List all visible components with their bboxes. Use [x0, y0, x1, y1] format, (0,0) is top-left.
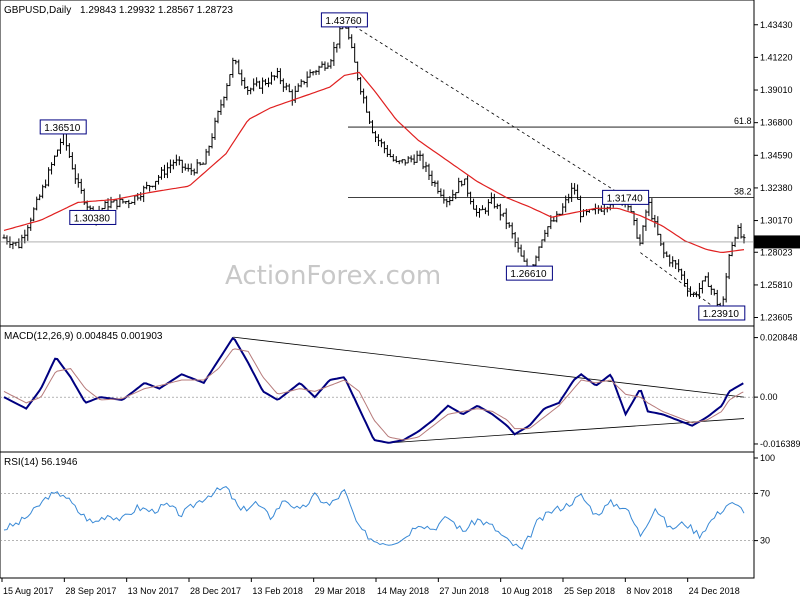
- rsi-y-tick-label: 30: [760, 536, 770, 546]
- macd-series: [3, 336, 744, 444]
- price-callout-box: [698, 305, 746, 321]
- rsi-pane: RSI(14) 56.1946 100 70 30: [0, 451, 775, 579]
- price-y-tick-label: 1.30170: [760, 216, 793, 226]
- last-price-box: [754, 235, 800, 249]
- macd-y-tick-label: 0.00: [760, 392, 778, 402]
- price-callout-label: 1.36510: [44, 123, 81, 134]
- price-callout-label: 1.31740: [607, 193, 644, 204]
- x-tick-label: 25 Sep 2018: [564, 586, 615, 596]
- fib-level-label: 61.8: [734, 116, 752, 126]
- x-tick-label: 8 Nov 2018: [626, 586, 672, 596]
- x-tick-label: 28 Dec 2017: [190, 586, 241, 596]
- moving-average-line: [3, 71, 745, 254]
- watermark: ActionForex.com: [225, 261, 441, 291]
- price-trendline: [344, 19, 626, 198]
- price-y-tick-label: 1.41220: [760, 52, 793, 62]
- symbol-header: GBPUSD,Daily: [4, 5, 71, 16]
- x-axis: 15 Aug 2017 28 Sep 2017 13 Nov 2017 28 Dec …: [1, 578, 740, 596]
- ohlc-header: 1.29843 1.29932 1.28567 1.28723: [80, 5, 233, 16]
- price-pane: ActionForex.com GBPUSD,Daily 1.29843 1.2…: [0, 0, 800, 327]
- price-y-tick-label: 1.28023: [760, 247, 793, 257]
- x-tick-label: 13 Feb 2018: [252, 586, 303, 596]
- x-tick-label: 15 Aug 2017: [3, 586, 54, 596]
- price-callout-box: [69, 209, 117, 225]
- last-price-label: 1.28723: [758, 237, 791, 247]
- x-tick-label: 14 May 2018: [377, 586, 429, 596]
- macd-trendline: [233, 336, 745, 398]
- x-tick-label: 29 Mar 2018: [315, 586, 366, 596]
- price-y-tick-label: 1.32380: [760, 183, 793, 193]
- x-tick-label: 10 Aug 2018: [502, 586, 553, 596]
- price-callout-label: 1.23910: [703, 309, 740, 320]
- last-price-marker: 1.28723: [0, 235, 800, 249]
- rsi-series: [3, 486, 745, 550]
- macd-y-tick-label: 0.020848: [760, 333, 798, 343]
- macd-header: MACD(12,26,9) 0.004845 0.001903: [4, 331, 163, 342]
- price-callout-box: [602, 189, 650, 205]
- x-tick-label: 24 Dec 2018: [689, 586, 740, 596]
- x-tick-label: 28 Sep 2017: [65, 586, 116, 596]
- x-tick-label: 27 Jun 2018: [439, 586, 489, 596]
- price-trendline: [640, 252, 723, 314]
- x-tick-label: 13 Nov 2017: [128, 586, 179, 596]
- price-bars: [2, 19, 746, 311]
- fib-levels: 61.8 38.2: [348, 116, 754, 198]
- price-y-tick-label: 1.25810: [760, 280, 793, 290]
- price-y-tick-label: 1.34590: [760, 150, 793, 160]
- price-trendlines: [344, 19, 723, 314]
- price-callout-box: [505, 265, 553, 281]
- fib-level-label: 38.2: [734, 186, 752, 196]
- price-callout-label: 1.26610: [510, 269, 547, 280]
- macd-y-tick-label: -0.016389: [760, 439, 800, 449]
- price-callout-box: [320, 12, 368, 28]
- price-callout-label: 1.30380: [74, 213, 111, 224]
- price-y-tick-label: 1.23605: [760, 312, 793, 322]
- price-callout-box: [39, 119, 87, 135]
- rsi-y-axis: 100 70 30: [0, 453, 775, 546]
- rsi-pane-frame: [0, 451, 755, 579]
- price-y-tick-label: 1.39010: [760, 85, 793, 95]
- price-y-tick-label: 1.36800: [760, 118, 793, 128]
- price-callout-label: 1.43760: [325, 16, 362, 27]
- rsi-y-tick-label: 100: [760, 453, 775, 463]
- rsi-header: RSI(14) 56.1946: [4, 457, 78, 468]
- rsi-y-tick-label: 70: [760, 488, 770, 498]
- price-y-tick-label: 1.43430: [760, 20, 793, 30]
- macd-signal-line: [3, 348, 744, 441]
- price-callouts: 1.36510 1.30380 1.43760 1.26610 1.31740 1.239…: [39, 12, 746, 321]
- price-y-axis: 1.43430 1.41220 1.39010 1.36800 1.34590 1.323…: [754, 20, 793, 322]
- rsi-line: [3, 486, 745, 550]
